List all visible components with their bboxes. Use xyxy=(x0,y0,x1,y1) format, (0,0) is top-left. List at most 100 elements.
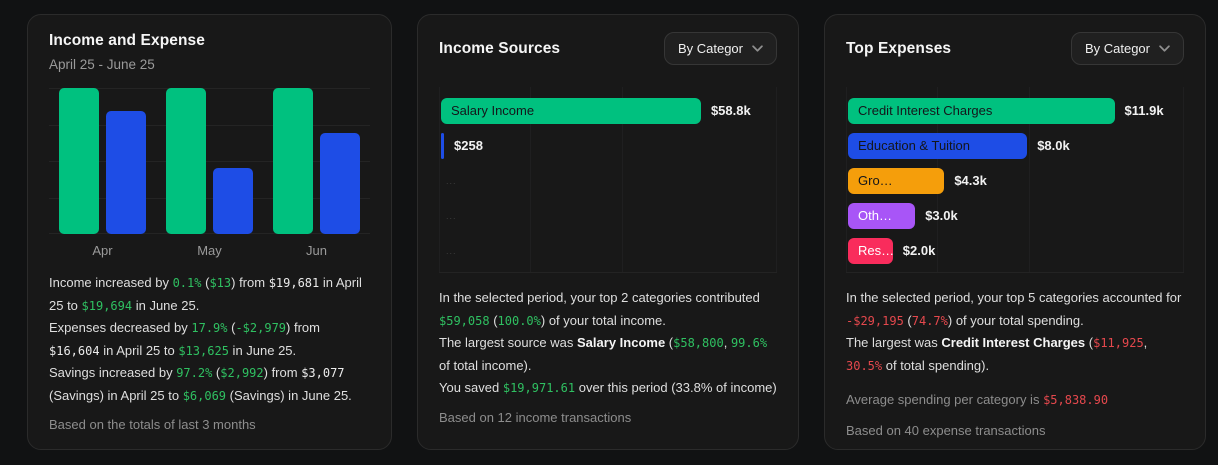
category-name: Credit Interest Charges xyxy=(941,335,1086,350)
expense-bar-may xyxy=(213,168,253,234)
bar-value: $258 xyxy=(454,138,483,153)
insight-expense-change: Expenses decreased by 17.9% (-$2,979) fr… xyxy=(49,317,370,362)
bar-row: ... xyxy=(439,163,777,198)
income-expense-card: Income and Expense April 25 - June 25 Ap… xyxy=(27,14,392,450)
bar-label: Salary Income xyxy=(451,103,535,118)
text-segment: Savings increased by xyxy=(49,365,177,380)
text-segment: , xyxy=(1143,335,1148,350)
text-segment: in April 25 to xyxy=(49,275,362,313)
expense-bar-jun xyxy=(320,133,360,234)
text-segment: You saved xyxy=(439,380,503,395)
text-segment: ( xyxy=(489,312,498,328)
top-expenses-card: Top Expenses By Categor Credit Interest … xyxy=(824,14,1206,450)
bar-group-apr xyxy=(59,88,146,234)
top-expenses-chart: Credit Interest Charges $11.9k Education… xyxy=(846,87,1184,273)
empty-row-placeholder: ... xyxy=(446,210,457,221)
text-segment: in April 25 to xyxy=(99,342,179,358)
gridline xyxy=(621,87,623,272)
text-segment: ( xyxy=(903,312,912,328)
value-amount: $2,992 xyxy=(220,366,264,380)
category-dropdown[interactable]: By Categor xyxy=(663,32,777,65)
bar-label: Credit Interest Charges xyxy=(858,103,993,118)
bar-value: $2.0k xyxy=(902,243,936,258)
insight-saved: You saved $19,971.61 over this period (3… xyxy=(439,377,777,400)
education-tuition-bar: Education & Tuition xyxy=(848,132,1028,159)
empty-row-placeholder: ... xyxy=(446,175,457,186)
value-amount: $58,800 xyxy=(673,336,724,350)
footer-note: Based on the totals of last 3 months xyxy=(49,417,256,432)
empty-row-placeholder: ... xyxy=(446,245,457,256)
gridline xyxy=(439,87,440,272)
bar-value: $4.3k xyxy=(954,173,987,188)
text-segment: ) of your total income. xyxy=(540,312,666,328)
value-amount: $19,971.61 xyxy=(502,381,576,395)
income-bar-may xyxy=(166,88,206,234)
bar-label: Education & Tuition xyxy=(858,138,971,153)
text-segment: , xyxy=(723,335,731,350)
gridline xyxy=(49,197,370,199)
category-dropdown[interactable]: By Categor xyxy=(1070,32,1184,65)
restaurants-bar: Res… xyxy=(848,237,893,264)
insight-savings-change: Savings increased by 97.2% ($2,992) from… xyxy=(49,362,370,407)
text-segment: The largest source was xyxy=(439,335,578,350)
text-segment: In the selected period, your top 5 categ… xyxy=(846,290,1182,305)
x-label-jun: Jun xyxy=(306,243,327,258)
expense-bar-apr xyxy=(106,110,146,234)
income-bar-jun xyxy=(273,88,313,234)
insight-top-categories: In the selected period, your top 2 categ… xyxy=(439,287,777,332)
x-label-apr: Apr xyxy=(92,243,113,258)
bar-group-jun xyxy=(273,88,360,234)
bar-label: Gro… xyxy=(858,173,893,188)
value-amount: $6,069 xyxy=(182,388,227,403)
text-segment: ( xyxy=(227,320,236,335)
insights-block: In the selected period, your top 2 categ… xyxy=(439,287,777,425)
insights-block: In the selected period, your top 5 categ… xyxy=(846,287,1184,438)
value-amount: $5,838.90 xyxy=(1043,393,1109,407)
value-amount: $13,625 xyxy=(178,343,229,358)
text-segment: of total income). xyxy=(439,357,532,373)
bars-area xyxy=(49,88,370,234)
text-segment: Expenses decreased by xyxy=(49,320,192,335)
insight-top-categories: In the selected period, your top 5 categ… xyxy=(846,287,1184,332)
gridline xyxy=(1182,87,1184,272)
value-amount: $16,604 xyxy=(49,343,100,358)
footer-note: Based on 12 income transactions xyxy=(439,409,632,425)
card-header: Income Sources By Categor xyxy=(439,32,777,65)
text-segment: ) from xyxy=(263,365,302,380)
value-amount: -$2,979 xyxy=(235,321,287,335)
text-segment: ( xyxy=(212,365,221,380)
chevron-down-icon xyxy=(1159,45,1170,52)
gridline xyxy=(846,87,847,272)
income-bar-apr xyxy=(59,88,99,234)
value-amount: -$29,195 xyxy=(846,313,904,328)
date-range: April 25 - June 25 xyxy=(49,57,155,72)
other-bar: Oth… xyxy=(848,202,916,229)
text-segment: Income increased by xyxy=(49,275,173,290)
insights-block: Income increased by 0.1% ($13) from $19,… xyxy=(49,272,370,432)
text-segment: ) of your total spending. xyxy=(947,312,1084,328)
value-percent: 0.1% xyxy=(172,276,202,290)
value-amount: $19,694 xyxy=(81,298,133,313)
credit-interest-bar: Credit Interest Charges xyxy=(848,97,1115,124)
chevron-down-icon xyxy=(752,45,763,52)
dropdown-label: By Categor xyxy=(1084,41,1150,56)
card-title: Income Sources xyxy=(439,39,561,57)
bar-value: $11.9k xyxy=(1124,103,1164,118)
category-name: Salary Income xyxy=(577,335,666,350)
value-percent: 17.9% xyxy=(191,321,228,335)
text-segment: (Savings) in April 25 to xyxy=(49,387,183,403)
bar-value: $8.0k xyxy=(1037,138,1070,153)
gridline xyxy=(49,124,370,126)
text-segment: in June 25. xyxy=(228,342,297,358)
bar-label: Oth… xyxy=(858,208,892,223)
bar-row: Credit Interest Charges $11.9k xyxy=(846,93,1184,128)
income-expense-chart xyxy=(49,88,370,234)
value-amount: $11,925 xyxy=(1093,336,1144,350)
gridline xyxy=(530,87,532,272)
bar-row: Gro… $4.3k xyxy=(846,163,1184,198)
bar-row: ... xyxy=(439,233,777,268)
footer-note: Based on 40 expense transactions xyxy=(846,423,1046,438)
x-label-may: May xyxy=(197,243,222,258)
value-amount: $59,058 xyxy=(439,313,490,328)
card-title: Income and Expense xyxy=(49,32,205,49)
